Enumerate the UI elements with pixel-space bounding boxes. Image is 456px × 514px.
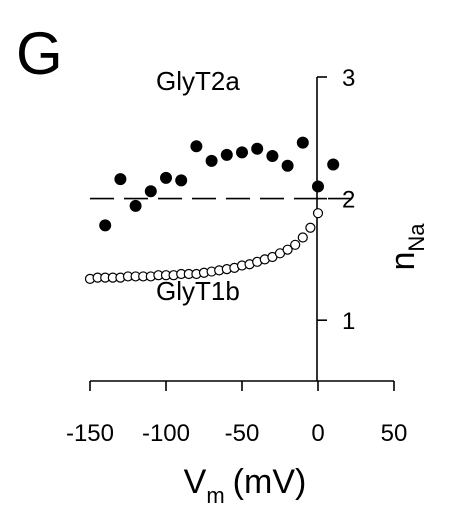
filled-circle-point	[190, 140, 203, 153]
filled-circle-point	[160, 171, 172, 184]
series-label-glyt1b: GlyT1b	[156, 276, 240, 306]
x-axis-subscript: m	[206, 483, 224, 508]
open-circle-point	[312, 208, 324, 219]
y-axis-title: nNa	[384, 223, 429, 271]
filled-circle-point	[99, 219, 112, 232]
filled-circle-point	[236, 146, 248, 159]
x-tick-label: -50	[225, 420, 260, 447]
filled-circle-point	[327, 158, 340, 171]
data-points	[84, 136, 340, 284]
axes	[90, 77, 394, 382]
filled-circle-point	[281, 159, 294, 172]
open-circle-point	[282, 244, 293, 255]
y-tick-label: 3	[342, 65, 355, 92]
filled-circle-point	[175, 174, 188, 187]
y-axis-symbol: n	[384, 252, 422, 271]
y-tick-label: 2	[342, 187, 355, 214]
filled-circle-point	[220, 148, 233, 161]
filled-circle-point	[114, 173, 127, 186]
x-tick-label: 50	[381, 420, 408, 447]
x-axis-symbol: V	[184, 463, 207, 501]
filled-circle-point	[144, 185, 157, 198]
filled-circle-point	[205, 154, 218, 167]
y-axis-subscript: Na	[404, 223, 429, 252]
x-axis-title: Vm (mV)	[184, 463, 307, 508]
panel-label: G	[16, 20, 63, 87]
y-tick-label: 1	[342, 308, 355, 335]
filled-circle-point	[312, 180, 324, 193]
ticks: -150 -100 -50 0 50 1 2 3	[66, 65, 407, 447]
filled-circle-point	[251, 142, 264, 155]
filled-circle-point	[296, 136, 309, 149]
series-label-glyt2a: GlyT2a	[156, 66, 240, 96]
x-axis-unit: (mV)	[233, 463, 307, 501]
x-tick-label: 0	[311, 420, 324, 447]
x-tick-label: -100	[142, 420, 190, 447]
open-circle-point	[290, 239, 301, 250]
open-circle-point	[297, 232, 308, 243]
filled-circle-point	[129, 199, 142, 212]
open-circle-point	[305, 222, 316, 233]
filled-circle-point	[266, 150, 279, 163]
x-tick-label: -150	[66, 420, 114, 447]
